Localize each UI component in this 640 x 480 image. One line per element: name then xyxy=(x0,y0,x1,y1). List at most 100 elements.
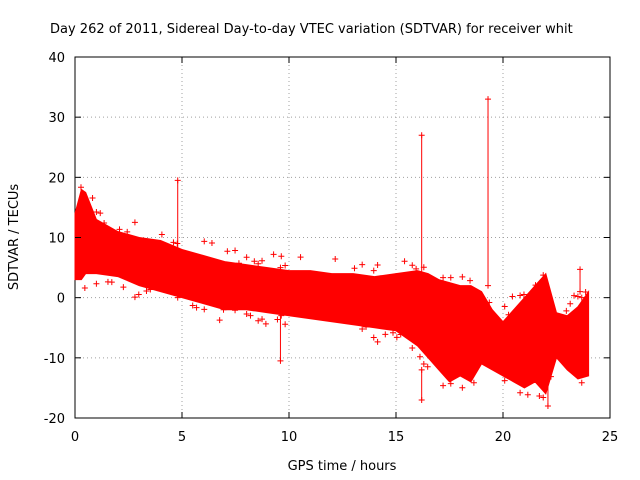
y-tick-label: -20 xyxy=(44,412,65,427)
data-point-marker xyxy=(540,272,547,279)
data-layer xyxy=(74,96,590,409)
spike-bottom-marker xyxy=(485,282,492,289)
spike-top-marker xyxy=(277,264,284,271)
data-point-marker xyxy=(147,286,154,293)
data-point-marker xyxy=(81,285,88,292)
data-point-marker xyxy=(251,258,258,265)
data-point-marker xyxy=(131,219,138,226)
spike-bottom-marker xyxy=(577,288,584,295)
data-point-marker xyxy=(571,292,578,299)
data-point-marker xyxy=(567,300,574,307)
data-point-marker xyxy=(255,260,262,267)
data-point-marker xyxy=(382,331,389,338)
data-point-marker xyxy=(459,384,466,391)
data-band xyxy=(74,188,590,395)
data-point-marker xyxy=(170,239,177,246)
data-point-marker xyxy=(259,316,266,323)
y-tick-label: 20 xyxy=(48,171,65,186)
data-point-marker xyxy=(278,312,285,319)
data-point-marker xyxy=(332,255,339,262)
spike-top-marker xyxy=(544,354,551,361)
data-point-marker xyxy=(520,291,527,298)
data-point-marker xyxy=(501,303,508,310)
data-point-marker xyxy=(505,311,512,318)
y-tick-label: 30 xyxy=(48,111,65,126)
spike-top-marker xyxy=(418,366,425,373)
data-point-marker xyxy=(243,254,250,261)
data-point-marker xyxy=(401,258,408,265)
data-point-marker xyxy=(270,251,277,258)
data-point-marker xyxy=(409,262,416,269)
data-point-marker xyxy=(370,334,377,341)
data-point-marker xyxy=(282,262,289,269)
data-point-marker xyxy=(540,394,547,401)
data-point-marker xyxy=(116,226,123,233)
data-point-marker xyxy=(397,331,404,338)
data-point-marker xyxy=(578,379,585,386)
data-point-marker xyxy=(97,210,104,217)
data-point-marker xyxy=(359,326,366,333)
data-point-marker xyxy=(255,317,262,324)
data-point-marker xyxy=(486,299,493,306)
x-tick-label: 10 xyxy=(281,430,298,445)
data-point-marker xyxy=(467,277,474,284)
data-point-marker xyxy=(390,329,397,336)
data-point-marker xyxy=(297,254,304,261)
spike-bottom-marker xyxy=(277,357,284,364)
x-tick-label: 20 xyxy=(495,430,512,445)
data-point-marker xyxy=(77,184,84,191)
data-point-marker xyxy=(524,391,531,398)
data-point-marker xyxy=(220,306,227,313)
data-point-marker xyxy=(216,317,223,324)
x-tick-label: 0 xyxy=(71,430,79,445)
data-point-marker xyxy=(374,262,381,269)
spike-bottom-marker xyxy=(544,402,551,409)
y-tick-label: 10 xyxy=(48,232,65,247)
spike-top-marker xyxy=(418,132,425,139)
data-point-marker xyxy=(359,261,366,268)
data-point-marker xyxy=(131,294,138,301)
data-point-marker xyxy=(135,291,142,298)
spike-top-marker xyxy=(485,96,492,103)
y-tick-label: 40 xyxy=(48,51,65,66)
x-tick-label: 25 xyxy=(602,430,619,445)
data-point-marker xyxy=(243,310,250,317)
data-point-marker xyxy=(440,382,447,389)
data-point-marker xyxy=(363,323,370,330)
data-point-marker xyxy=(509,293,516,300)
data-point-marker xyxy=(563,307,570,314)
y-axis-label: SDTVAR / TECUs xyxy=(7,184,22,291)
data-point-marker xyxy=(274,316,281,323)
data-point-marker xyxy=(536,393,543,400)
data-point-marker xyxy=(517,389,524,396)
y-tick-label: 0 xyxy=(57,292,65,307)
spike-top-marker xyxy=(577,266,584,273)
spike-bottom-marker xyxy=(418,300,425,307)
data-point-marker xyxy=(574,293,581,300)
data-point-marker xyxy=(208,240,215,247)
data-point-marker xyxy=(282,321,289,328)
spike-top-marker xyxy=(174,177,181,184)
data-point-marker xyxy=(124,228,131,235)
data-point-marker xyxy=(120,284,127,291)
data-point-marker xyxy=(201,306,208,313)
data-point-marker xyxy=(416,353,423,360)
data-point-marker xyxy=(143,288,150,295)
chart-title: Day 262 of 2011, Sidereal Day-to-day VTE… xyxy=(50,22,573,37)
data-point-marker xyxy=(278,253,285,260)
data-point-marker xyxy=(409,345,416,352)
data-point-marker xyxy=(447,380,454,387)
data-point-marker xyxy=(235,260,242,267)
spike-bottom-marker xyxy=(174,294,181,301)
y-tick-label: -10 xyxy=(44,352,65,367)
ticks: 0 5 10 15 20 25 -20 -10 0 10 20 30 40 xyxy=(44,51,619,445)
data-point-marker xyxy=(501,377,508,384)
x-tick-label: 15 xyxy=(388,430,405,445)
data-point-marker xyxy=(517,292,524,299)
data-point-marker xyxy=(93,280,100,287)
data-point-marker xyxy=(193,304,200,311)
data-point-marker xyxy=(440,274,447,281)
data-point-marker xyxy=(370,267,377,274)
data-point-marker xyxy=(93,208,100,215)
data-point-marker xyxy=(470,379,477,386)
